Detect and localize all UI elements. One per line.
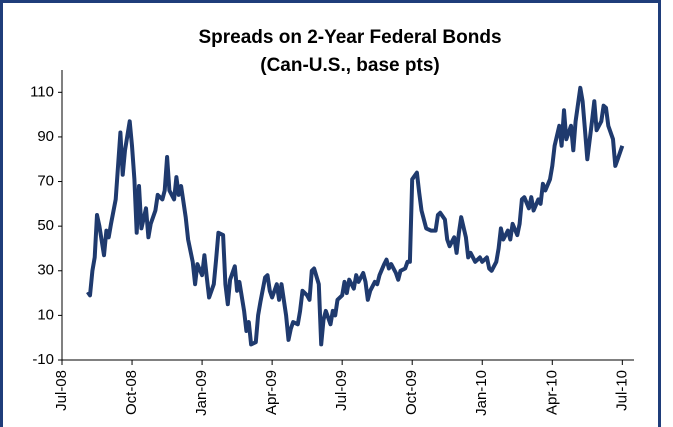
y-tick-label: 90 <box>37 128 54 145</box>
x-tick-label: Jul-08 <box>53 370 70 411</box>
y-tick-label: 110 <box>30 83 54 100</box>
x-tick-label: Jan-09 <box>193 370 210 416</box>
y-tick-label: 50 <box>37 217 54 234</box>
y-tick-label: -10 <box>32 351 54 368</box>
line-series <box>86 85 625 347</box>
y-tick-label: 10 <box>37 306 54 323</box>
x-tick-label: Oct-09 <box>403 370 420 415</box>
y-tick-label: 30 <box>37 262 54 279</box>
chart-title: Spreads on 2-Year Federal Bonds <box>198 27 501 48</box>
x-tick-label: Jul-10 <box>613 370 630 411</box>
x-tick-label: Jul-09 <box>333 370 350 411</box>
y-tick-label: 70 <box>37 173 54 190</box>
chart-subtitle: (Can-U.S., base pts) <box>260 55 439 76</box>
x-tick-label: Apr-09 <box>263 370 280 415</box>
x-tick-label: Jan-10 <box>473 370 490 416</box>
x-tick-label: Oct-08 <box>123 370 140 415</box>
x-tick-label: Apr-10 <box>543 370 560 415</box>
